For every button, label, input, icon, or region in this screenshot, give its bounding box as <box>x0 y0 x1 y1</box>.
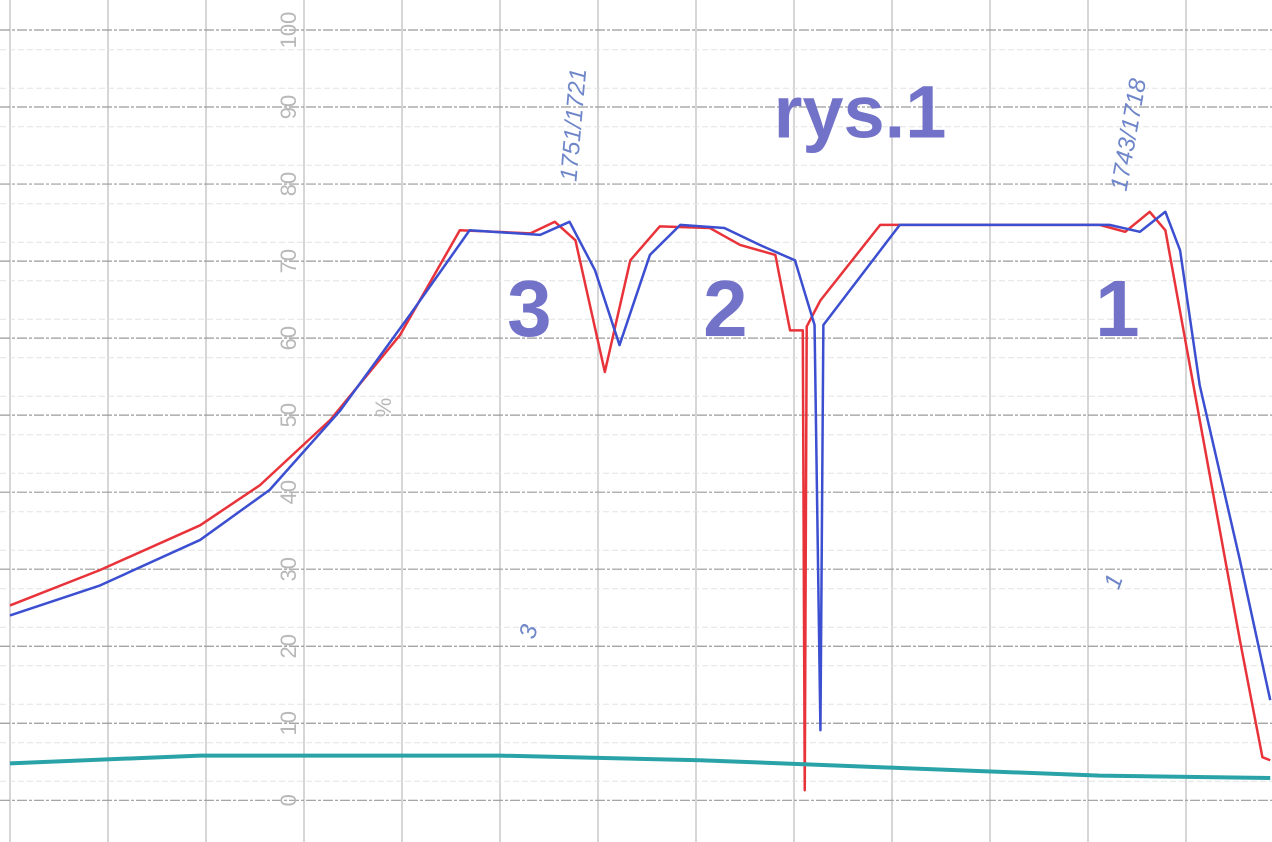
y-tick-label: 100 <box>276 12 301 49</box>
y-tick-label: 70 <box>276 249 301 273</box>
y-tick-label: 60 <box>276 326 301 350</box>
handwritten-note: 1743/1718 <box>1106 76 1152 193</box>
y-tick-label: 80 <box>276 172 301 196</box>
y-tick-label: 0 <box>276 794 301 806</box>
curve-label: 2 <box>703 264 748 353</box>
y-tick-label: 50 <box>276 403 301 427</box>
data-line <box>9 210 1272 732</box>
handwritten-note: 3 <box>514 621 544 642</box>
y-tick-label: 90 <box>276 95 301 119</box>
y-tick-label: 10 <box>276 711 301 735</box>
data-line <box>9 753 1271 780</box>
data-line <box>9 210 1271 792</box>
curve-label: 3 <box>507 264 552 353</box>
curve-label: 1 <box>1095 264 1140 353</box>
chart-title: rys.1 <box>774 71 947 154</box>
y-tick-label: 20 <box>276 634 301 658</box>
y-tick-label: 40 <box>276 480 301 504</box>
y-unit-label: % <box>371 398 396 418</box>
y-tick-label: 30 <box>276 557 301 581</box>
